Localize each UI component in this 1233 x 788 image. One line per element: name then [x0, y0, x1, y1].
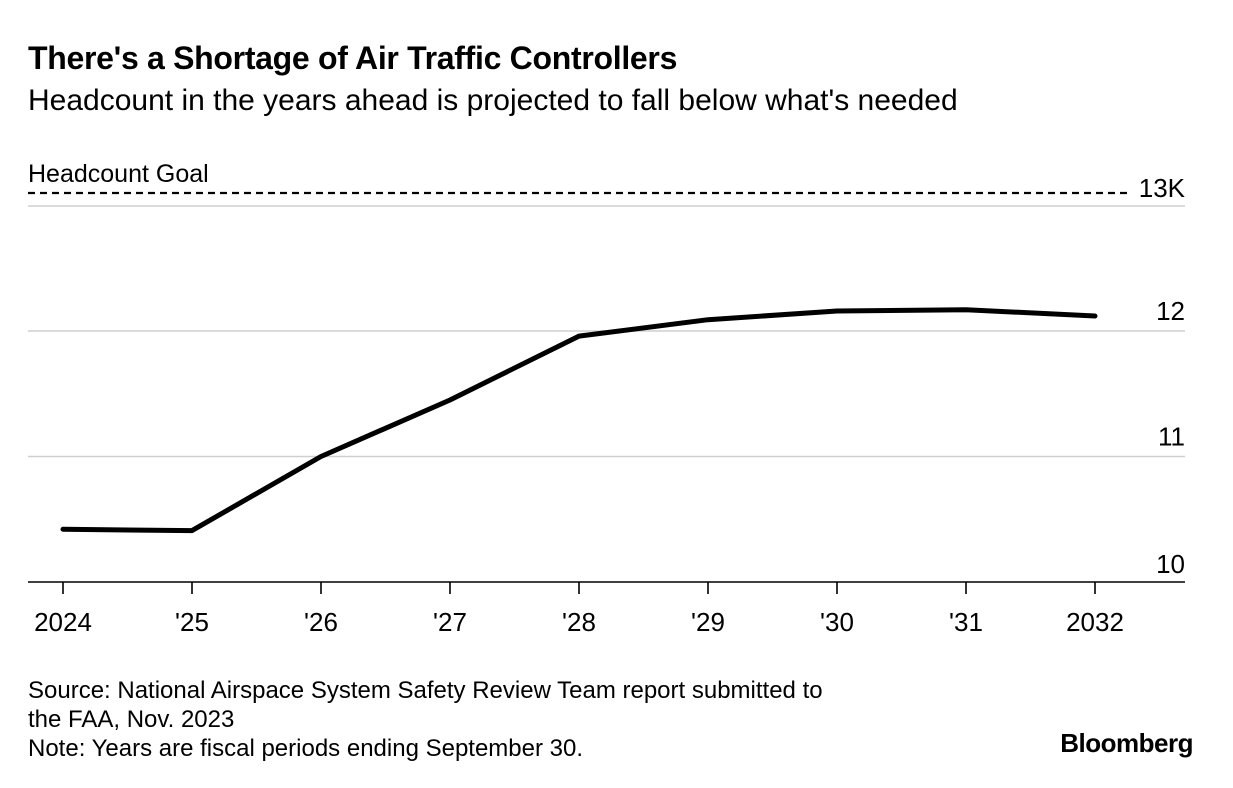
line-chart: 10 11 12 13K Headcount Goal 2024 '25 '26 '27 '2…	[28, 160, 1186, 637]
chart-subtitle: Headcount in the years ahead is projecte…	[28, 84, 958, 117]
x-tick-label: '26	[304, 607, 338, 637]
x-tick-label: 2024	[34, 607, 92, 637]
x-tick-label: '28	[562, 607, 596, 637]
y-axis-labels: 10 11 12 13K	[1139, 173, 1186, 579]
series-lines	[60, 307, 1098, 534]
chart-title: There's a Shortage of Air Traffic Contro…	[28, 40, 678, 76]
y-tick-label: 13K	[1139, 173, 1186, 203]
y-tick-label: 12	[1156, 296, 1185, 326]
headcount-line	[60, 307, 1098, 534]
x-tick-label: '29	[691, 607, 725, 637]
x-tick-label: '27	[433, 607, 467, 637]
x-tick-label: 2032	[1066, 607, 1124, 637]
source-text: Source: National Airspace System Safety …	[28, 677, 823, 704]
y-tick-label: 11	[1158, 421, 1185, 451]
bloomberg-logo: Bloomberg	[1060, 728, 1193, 758]
x-tick-label: '25	[175, 607, 209, 637]
source-text-continued: the FAA, Nov. 2023	[28, 706, 235, 733]
goal-label: Headcount Goal	[28, 160, 209, 188]
headcount-goal-reference: Headcount Goal	[28, 160, 1130, 195]
x-axis: 2024 '25 '26 '27 '28 '29 '30 '31 2032	[34, 582, 1124, 637]
x-tick-label: '30	[820, 607, 854, 637]
note-text: Note: Years are fiscal periods ending Se…	[28, 735, 584, 762]
y-tick-label: 10	[1156, 549, 1185, 579]
x-tick-label: '31	[949, 607, 983, 637]
chart-notes: Source: National Airspace System Safety …	[28, 676, 823, 763]
